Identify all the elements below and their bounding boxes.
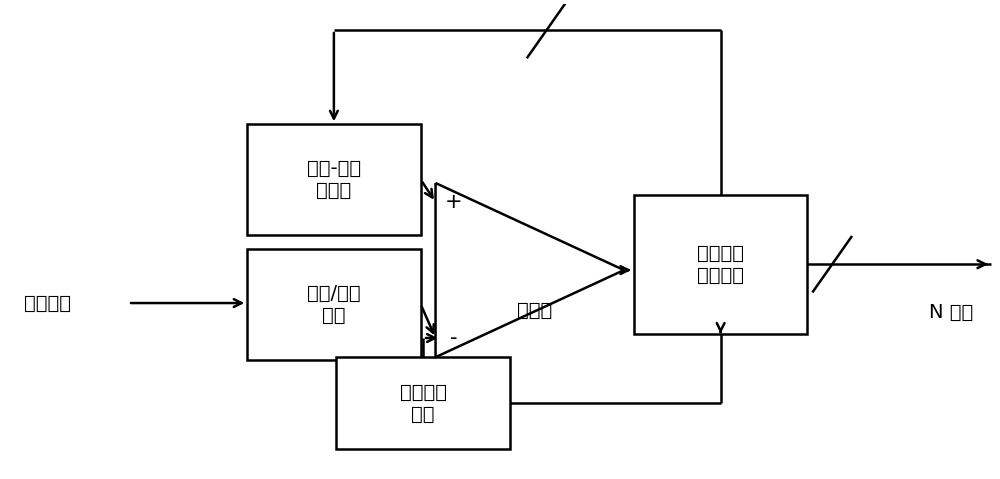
- Text: -: -: [450, 328, 457, 348]
- Text: 比较器: 比较器: [517, 301, 552, 319]
- Text: 数字-模拟
转换器: 数字-模拟 转换器: [307, 159, 361, 200]
- Bar: [634, 195, 807, 334]
- Text: 采样/保持
电路: 采样/保持 电路: [307, 284, 361, 325]
- Text: N 比特: N 比特: [929, 303, 973, 322]
- Text: +: +: [445, 192, 462, 212]
- Text: 逐次逼近
逻辑电路: 逐次逼近 逻辑电路: [697, 244, 744, 285]
- Bar: [336, 357, 510, 449]
- Text: 输入信号: 输入信号: [24, 294, 71, 312]
- Bar: [247, 124, 421, 235]
- Polygon shape: [436, 183, 624, 357]
- Text: 时钟生成
电路: 时钟生成 电路: [400, 383, 447, 423]
- Bar: [247, 249, 421, 360]
